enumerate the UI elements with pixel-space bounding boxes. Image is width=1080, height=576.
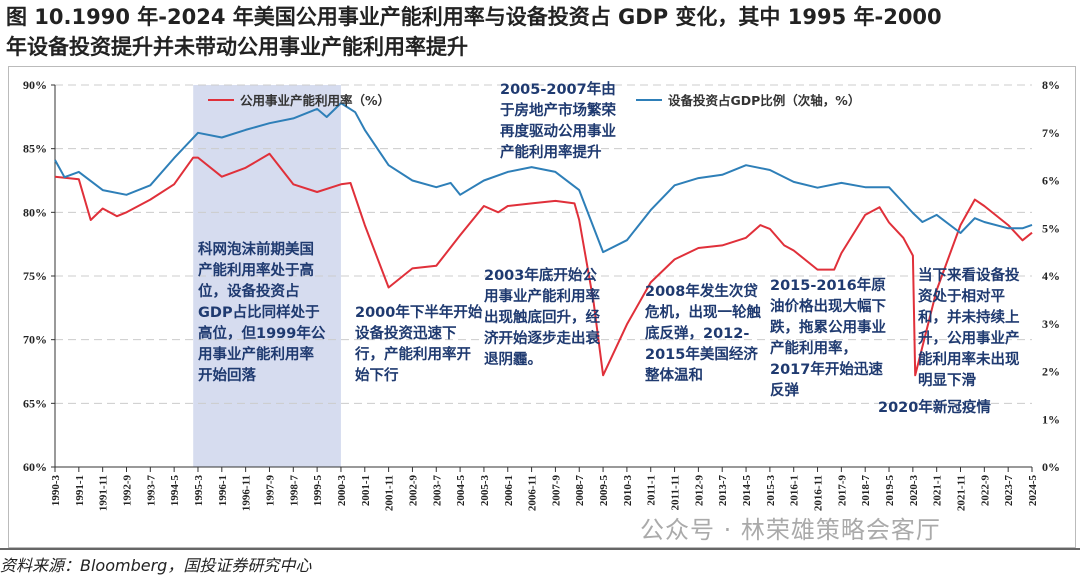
x-tick-label: 2004-5	[455, 475, 467, 507]
watermark: 公众号 · 林荣雄策略会客厅	[640, 510, 941, 545]
x-tick-label: 2006-1	[503, 475, 515, 506]
y2-tick-label: 2%	[1042, 365, 1060, 379]
source-note: 资料来源：Bloomberg，国投证券研究中心	[0, 552, 311, 576]
x-tick-label: 2024-5	[1027, 475, 1039, 507]
x-tick-label: 1990-3	[50, 475, 62, 507]
y-tick-label: 75%	[23, 269, 47, 283]
legend-item-equipment: 设备投资占GDP比例（次轴，%）	[636, 90, 860, 109]
annotation-current: 当下来看设备投资处于相对平和，并未持续上升，公用事业产能利用率未出现明显下滑	[918, 266, 1033, 392]
annotation-2020: 2020年新冠疫情	[878, 398, 998, 419]
x-tick-label: 2010-3	[622, 475, 634, 507]
x-tick-label: 2015-3	[765, 475, 777, 507]
x-tick-label: 2005-3	[479, 475, 491, 507]
y2-tick-label: 0%	[1042, 460, 1060, 474]
x-tick-label: 2011-1	[646, 475, 658, 506]
y-tick-label: 65%	[23, 396, 47, 410]
y-tick-label: 70%	[23, 333, 47, 347]
divider	[0, 548, 1080, 550]
annotation-2005: 2005-2007年由于房地产市场繁荣再度驱动公用事业产能利用率提升	[500, 80, 626, 164]
annotation-2003: 2003年底开始公用事业产能利用率出现触底回升，经济开始逐步走出衰退阴霾。	[484, 266, 606, 371]
y-tick-label: 85%	[23, 142, 47, 156]
annotation-2015: 2015-2016年原油价格出现大幅下跌，拖累公用事业产能利用率，2017年开始…	[770, 276, 892, 402]
x-tick-label: 1996-1	[217, 475, 229, 506]
x-tick-label: 2017-9	[836, 475, 848, 507]
y2-tick-label: 5%	[1042, 221, 1060, 235]
x-tick-label: 1992-9	[121, 475, 133, 507]
x-tick-label: 1993-7	[145, 475, 157, 507]
y2-tick-label: 8%	[1042, 78, 1060, 92]
x-tick-label: 2012-9	[693, 475, 705, 507]
y2-tick-label: 3%	[1042, 317, 1060, 331]
annotation-2000: 2000年下半年开始设备投资迅速下行，产能利用率开始下行	[355, 303, 483, 387]
x-tick-label: 2001-1	[360, 475, 372, 506]
x-tick-label: 2003-7	[431, 475, 443, 507]
y-tick-label: 80%	[23, 205, 47, 219]
x-tick-label: 2016-1	[789, 475, 801, 506]
legend-label: 公用事业产能利用率（%）	[240, 90, 390, 109]
x-tick-label: 1994-5	[169, 475, 181, 507]
x-tick-label: 2023-7	[1003, 475, 1015, 507]
x-tick-label: 1991-11	[98, 475, 110, 511]
x-tick-label: 2020-3	[908, 475, 920, 507]
x-tick-label: 2006-11	[527, 475, 539, 511]
x-tick-label: 2013-7	[717, 475, 729, 507]
x-tick-label: 2002-9	[407, 475, 419, 507]
x-tick-label: 2001-11	[384, 475, 396, 511]
x-tick-label: 1999-5	[312, 475, 324, 507]
x-tick-label: 2021-11	[956, 475, 968, 511]
x-tick-label: 1995-3	[193, 475, 205, 507]
x-tick-label: 2000-3	[336, 475, 348, 507]
x-tick-label: 2007-9	[550, 475, 562, 507]
x-tick-label: 2022-9	[979, 475, 991, 507]
y2-tick-label: 1%	[1042, 412, 1060, 426]
x-tick-label: 2009-5	[598, 475, 610, 507]
x-tick-label: 1996-11	[241, 475, 253, 511]
x-tick-label: 1997-9	[264, 475, 276, 507]
x-tick-label: 2021-1	[932, 475, 944, 506]
y2-tick-label: 4%	[1042, 269, 1060, 283]
x-tick-label: 1991-1	[74, 475, 86, 506]
y2-tick-label: 6%	[1042, 174, 1060, 188]
y2-tick-label: 7%	[1042, 126, 1060, 140]
annotation-2008: 2008年发生次贷危机，出现一轮触底反弹，2012-2015年美国经济整体温和	[645, 282, 769, 387]
y-tick-label: 90%	[23, 78, 47, 92]
annotation-dotcom: 科网泡沫前期美国产能利用率处于高位，设备投资占GDP占比同样处于高位，但1999…	[198, 240, 326, 387]
legend-label: 设备投资占GDP比例（次轴，%）	[668, 90, 860, 109]
x-tick-label: 2016-11	[813, 475, 825, 511]
x-tick-label: 2008-7	[574, 475, 586, 507]
x-tick-label: 1998-7	[288, 475, 300, 507]
y-tick-label: 60%	[23, 460, 47, 474]
x-tick-label: 2014-5	[741, 475, 753, 507]
x-tick-label: 2018-7	[860, 475, 872, 507]
x-tick-label: 2011-11	[670, 475, 682, 510]
x-tick-label: 2019-5	[884, 475, 896, 507]
legend-swatch-red	[208, 99, 234, 101]
legend-item-utility: 公用事业产能利用率（%）	[208, 90, 390, 109]
legend-swatch-blue	[636, 99, 662, 101]
